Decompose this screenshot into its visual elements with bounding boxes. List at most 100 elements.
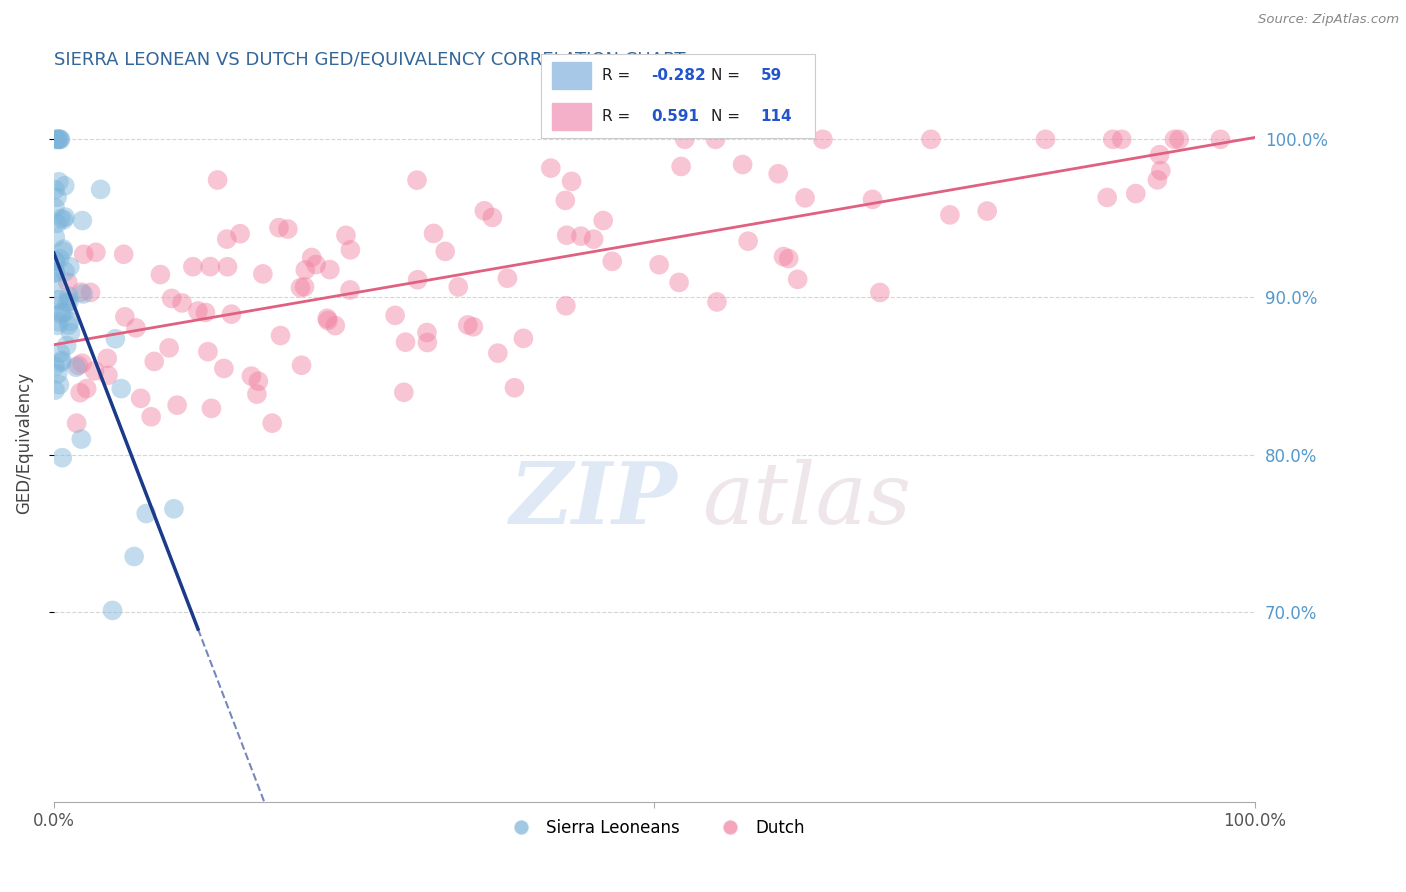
Point bbox=[207, 173, 229, 187]
Text: 59: 59 bbox=[761, 68, 782, 83]
Point bbox=[46, 132, 69, 146]
Point bbox=[73, 247, 96, 261]
Text: N =: N = bbox=[711, 109, 745, 124]
Point bbox=[463, 319, 485, 334]
Point bbox=[197, 344, 219, 359]
Point bbox=[648, 258, 671, 272]
Point bbox=[247, 374, 270, 388]
Point bbox=[49, 346, 72, 360]
Point bbox=[187, 304, 209, 318]
Point bbox=[262, 416, 284, 430]
Point bbox=[49, 132, 72, 146]
Point bbox=[668, 276, 690, 290]
Point bbox=[49, 211, 72, 226]
Point bbox=[766, 167, 789, 181]
Point bbox=[319, 262, 342, 277]
Point bbox=[217, 260, 239, 274]
Point bbox=[53, 210, 76, 224]
Point bbox=[1035, 132, 1057, 146]
Point bbox=[339, 243, 361, 257]
Point bbox=[1146, 173, 1168, 187]
Point bbox=[55, 338, 77, 352]
FancyBboxPatch shape bbox=[553, 62, 591, 89]
Point bbox=[416, 335, 439, 350]
Point bbox=[70, 356, 93, 370]
Point bbox=[53, 178, 76, 193]
Point bbox=[58, 294, 80, 309]
Text: R =: R = bbox=[602, 109, 634, 124]
Point bbox=[51, 450, 73, 465]
Point bbox=[316, 313, 339, 327]
Point bbox=[51, 355, 73, 369]
Point bbox=[1149, 147, 1171, 161]
Point bbox=[157, 341, 180, 355]
Point bbox=[323, 318, 346, 333]
Point bbox=[212, 361, 235, 376]
Point bbox=[44, 265, 66, 279]
Point bbox=[1101, 132, 1123, 146]
Point bbox=[52, 212, 75, 227]
Point bbox=[1125, 186, 1147, 201]
Point bbox=[290, 281, 312, 295]
Point bbox=[305, 258, 328, 272]
Point bbox=[786, 272, 808, 286]
Point bbox=[416, 326, 439, 340]
Point bbox=[976, 204, 998, 219]
Point bbox=[46, 367, 69, 381]
Point bbox=[52, 244, 75, 259]
Point bbox=[65, 360, 87, 375]
Text: atlas: atlas bbox=[703, 458, 911, 541]
Point bbox=[46, 318, 69, 333]
Point bbox=[112, 247, 135, 261]
Point bbox=[496, 271, 519, 285]
Point bbox=[434, 244, 457, 259]
Point bbox=[48, 293, 70, 307]
Text: SIERRA LEONEAN VS DUTCH GED/EQUIVALENCY CORRELATION CHART: SIERRA LEONEAN VS DUTCH GED/EQUIVALENCY … bbox=[53, 51, 685, 69]
Point bbox=[48, 252, 70, 266]
Point bbox=[503, 381, 526, 395]
Text: 0.591: 0.591 bbox=[651, 109, 699, 124]
Point bbox=[114, 310, 136, 324]
Point bbox=[96, 351, 118, 366]
Point bbox=[170, 296, 193, 310]
Point bbox=[122, 549, 145, 564]
Point bbox=[166, 398, 188, 412]
Point bbox=[246, 387, 269, 401]
Point bbox=[59, 260, 82, 274]
Point bbox=[70, 432, 93, 446]
Point bbox=[46, 216, 69, 230]
Point bbox=[200, 401, 222, 416]
Point bbox=[45, 254, 67, 268]
Point bbox=[135, 507, 157, 521]
Point bbox=[290, 359, 312, 373]
Point bbox=[335, 228, 357, 243]
Point bbox=[486, 346, 509, 360]
Text: ZIP: ZIP bbox=[510, 458, 678, 542]
Text: R =: R = bbox=[602, 68, 634, 83]
Point bbox=[48, 315, 70, 329]
Point bbox=[569, 229, 592, 244]
Point bbox=[920, 132, 942, 146]
Point bbox=[53, 264, 76, 278]
Point bbox=[447, 280, 470, 294]
Point bbox=[1209, 132, 1232, 146]
Point bbox=[270, 328, 292, 343]
Point bbox=[772, 250, 794, 264]
Point bbox=[229, 227, 252, 241]
Legend: Sierra Leoneans, Dutch: Sierra Leoneans, Dutch bbox=[498, 812, 811, 844]
Point bbox=[58, 314, 80, 328]
Point bbox=[794, 191, 817, 205]
Point bbox=[215, 232, 238, 246]
Point bbox=[46, 132, 69, 146]
Point bbox=[294, 263, 316, 277]
Point bbox=[44, 253, 66, 268]
Point bbox=[44, 201, 66, 215]
Point bbox=[554, 194, 576, 208]
Point bbox=[778, 252, 800, 266]
Point bbox=[869, 285, 891, 300]
Point bbox=[59, 326, 82, 340]
Point bbox=[1150, 163, 1173, 178]
Point bbox=[392, 385, 415, 400]
Point bbox=[141, 409, 163, 424]
Point bbox=[1095, 190, 1118, 204]
